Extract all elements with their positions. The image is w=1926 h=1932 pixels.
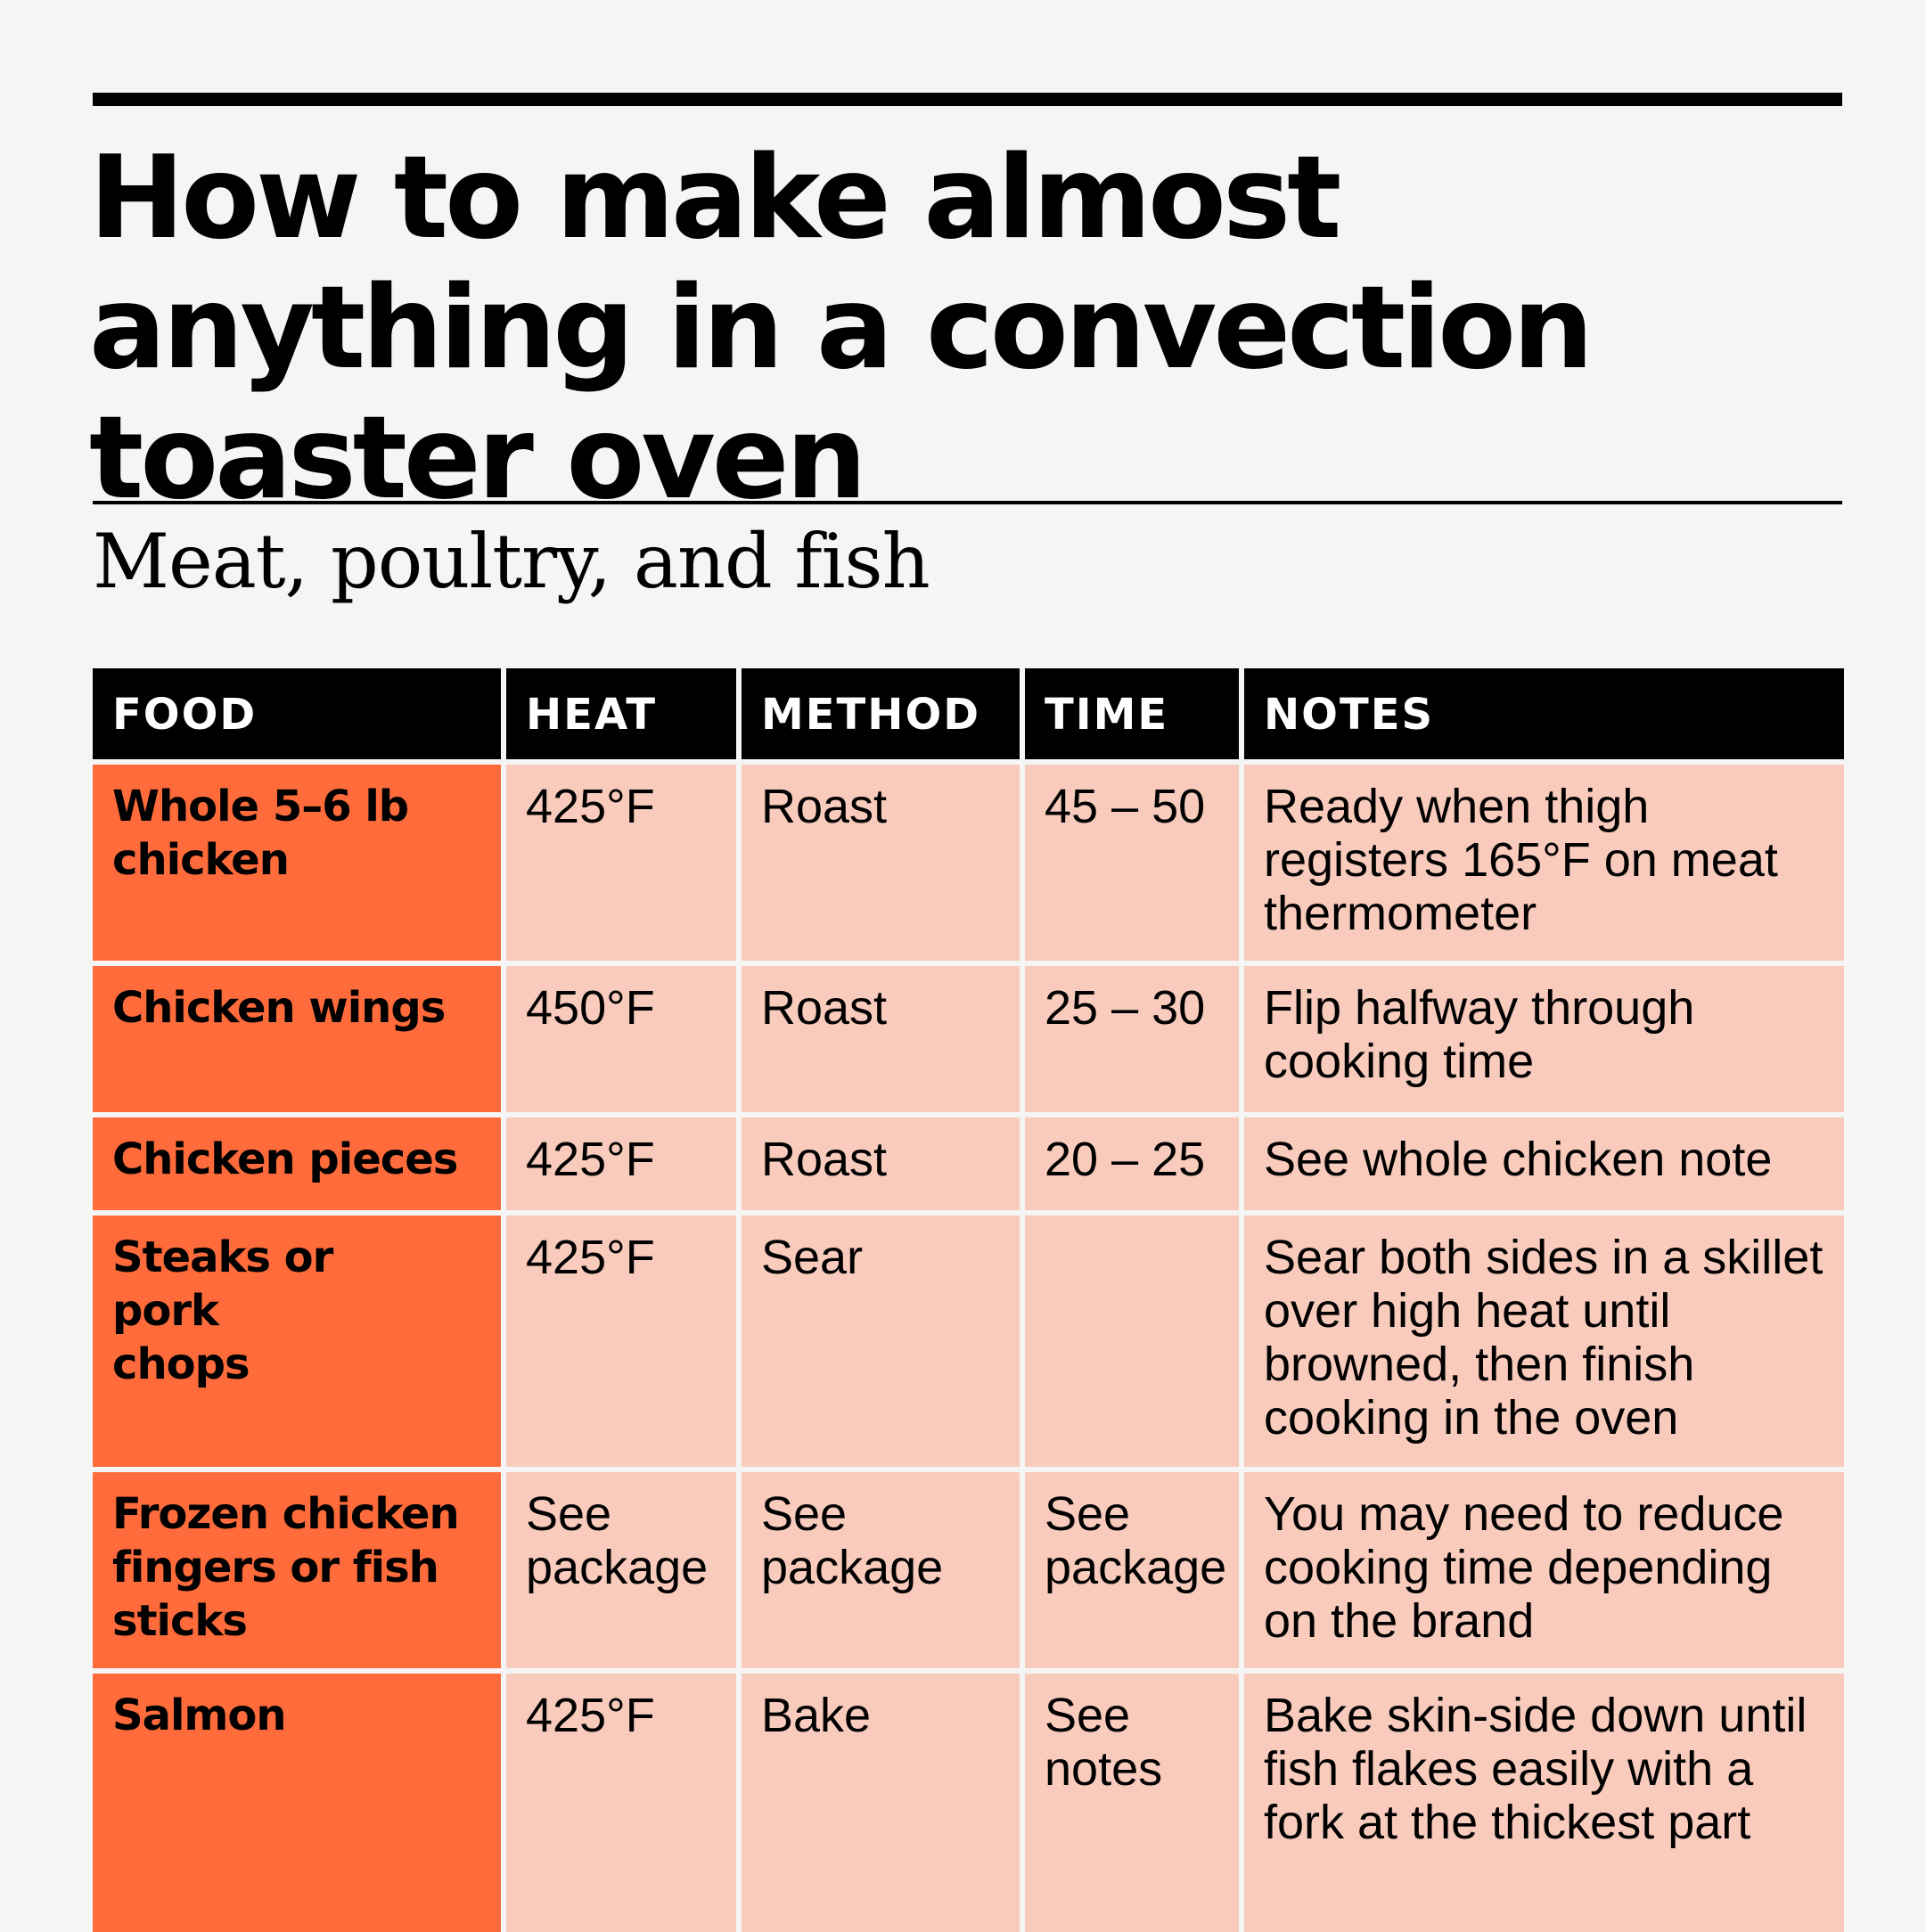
section-rule (93, 501, 1842, 504)
food-cell: Chicken wings (93, 966, 501, 1112)
header-food: FOOD (93, 668, 501, 759)
food-cell: Steaks or pork chops (93, 1216, 501, 1467)
notes-cell: See whole chicken note (1244, 1117, 1844, 1210)
notes-cell: Bake skin-side down until fish flakes ea… (1244, 1674, 1844, 1932)
food-cell: Frozen chicken fingers or fish sticks (93, 1472, 501, 1668)
time-cell: 20 – 25 (1025, 1117, 1239, 1210)
header-time: TIME (1025, 668, 1239, 759)
section-title: Meat, poultry, and fish (93, 518, 930, 605)
notes-cell: You may need to reduce cooking time depe… (1244, 1472, 1844, 1668)
food-cell: Whole 5–6 lb chicken (93, 765, 501, 961)
header-notes: NOTES (1244, 668, 1844, 759)
heat-cell: 425°F (506, 1216, 736, 1467)
notes-cell: Ready when thigh registers 165°F on meat… (1244, 765, 1844, 961)
header-heat: HEAT (506, 668, 736, 759)
method-cell: Bake (742, 1674, 1020, 1932)
time-cell: 25 – 30 (1025, 966, 1239, 1112)
time-cell: See package (1025, 1472, 1239, 1668)
time-cell: 45 – 50 (1025, 765, 1239, 961)
notes-cell: Sear both sides in a skillet over high h… (1244, 1216, 1844, 1467)
time-cell: See notes (1025, 1674, 1239, 1932)
heat-cell: 425°F (506, 1674, 736, 1932)
page-title: How to make almost anything in a convect… (89, 132, 1594, 525)
method-cell: Roast (742, 765, 1020, 961)
cooking-table: FOOD HEAT METHOD TIME NOTES Whole 5–6 lb… (93, 668, 1844, 1932)
heat-cell: See package (506, 1472, 736, 1668)
method-cell: See package (742, 1472, 1020, 1668)
method-cell: Roast (742, 966, 1020, 1112)
method-cell: Roast (742, 1117, 1020, 1210)
heat-cell: 425°F (506, 765, 736, 961)
method-cell: Sear (742, 1216, 1020, 1467)
header-method: METHOD (742, 668, 1020, 759)
food-cell: Chicken pieces (93, 1117, 501, 1210)
heat-cell: 425°F (506, 1117, 736, 1210)
food-cell: Salmon (93, 1674, 501, 1932)
top-rule (93, 93, 1842, 106)
time-cell (1025, 1216, 1239, 1467)
notes-cell: Flip halfway through cooking time (1244, 966, 1844, 1112)
heat-cell: 450°F (506, 966, 736, 1112)
